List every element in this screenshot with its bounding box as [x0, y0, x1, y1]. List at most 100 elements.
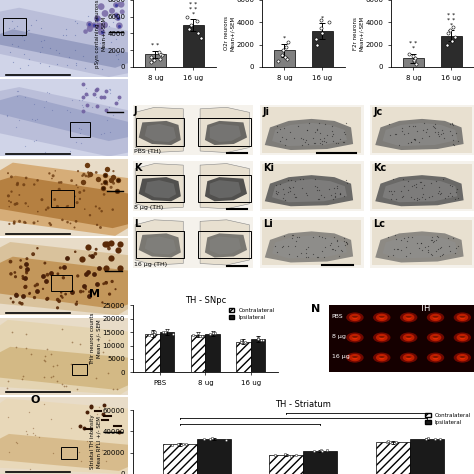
- Ellipse shape: [454, 312, 471, 322]
- Point: [84, 169, 92, 176]
- Y-axis label: F2r neurons
Mean+/-SEM: F2r neurons Mean+/-SEM: [353, 16, 364, 51]
- Point: [437, 243, 445, 251]
- Point: [241, 338, 248, 346]
- Polygon shape: [0, 29, 128, 68]
- Point: [206, 330, 214, 338]
- Point: [436, 190, 444, 198]
- Ellipse shape: [459, 316, 465, 318]
- Point: [424, 248, 432, 256]
- Point: [54, 203, 61, 210]
- Point: [449, 136, 457, 144]
- Point: [179, 440, 187, 448]
- Text: O: O: [30, 394, 40, 404]
- Point: [12, 291, 20, 298]
- Point: [453, 185, 461, 192]
- Bar: [441, 36, 462, 67]
- Point: [333, 184, 340, 191]
- Point: [4, 112, 11, 120]
- Point: [46, 45, 54, 52]
- Point: [431, 128, 439, 136]
- Text: Jc: Jc: [373, 107, 383, 117]
- Point: [7, 49, 14, 56]
- Point: [316, 135, 324, 143]
- Point: [293, 234, 301, 241]
- Point: [14, 180, 21, 187]
- Point: [284, 176, 292, 183]
- Point: [40, 103, 48, 111]
- Point: [302, 137, 310, 144]
- Point: [86, 211, 94, 219]
- Point: [329, 245, 337, 253]
- Point: [26, 290, 33, 298]
- Point: [424, 435, 431, 442]
- Point: [417, 239, 425, 247]
- Point: [85, 358, 92, 365]
- Point: [331, 192, 339, 200]
- Point: [413, 194, 421, 201]
- Point: [397, 187, 405, 195]
- Ellipse shape: [433, 336, 438, 339]
- Point: [391, 245, 398, 253]
- Point: [342, 238, 350, 246]
- Point: [73, 138, 80, 146]
- Point: [76, 195, 84, 203]
- Point: [71, 18, 78, 25]
- Point: [68, 177, 75, 184]
- Polygon shape: [372, 107, 472, 153]
- Bar: [146, 334, 160, 373]
- Point: [22, 427, 30, 434]
- Point: [283, 55, 291, 63]
- Point: [48, 106, 55, 114]
- Point: [91, 250, 99, 257]
- Point: [112, 51, 120, 58]
- Point: [290, 190, 297, 197]
- Point: [46, 170, 53, 177]
- Point: [273, 123, 281, 130]
- Point: [316, 139, 324, 146]
- Point: [428, 192, 436, 200]
- Point: [439, 175, 447, 183]
- Point: [10, 219, 18, 227]
- Text: Ki: Ki: [263, 163, 273, 173]
- Point: [40, 374, 47, 381]
- Point: [313, 254, 321, 261]
- Point: [299, 136, 307, 143]
- Point: [305, 253, 312, 261]
- Point: [434, 234, 441, 241]
- Point: [410, 56, 418, 64]
- Point: [291, 134, 298, 142]
- Point: [72, 31, 79, 39]
- Ellipse shape: [373, 332, 391, 343]
- Point: [285, 183, 292, 191]
- Point: [98, 180, 106, 188]
- Point: [67, 360, 75, 368]
- Point: [328, 245, 336, 252]
- Point: [195, 30, 202, 37]
- Point: [158, 52, 165, 59]
- Point: [432, 247, 440, 255]
- Text: 16 µg: 16 µg: [332, 354, 349, 359]
- Polygon shape: [200, 220, 249, 265]
- Point: [422, 435, 430, 443]
- Point: [4, 413, 12, 420]
- Point: [296, 175, 303, 183]
- Point: [291, 242, 298, 249]
- Point: [74, 167, 82, 175]
- Polygon shape: [0, 399, 128, 474]
- Point: [395, 141, 402, 149]
- Point: [46, 219, 54, 227]
- Point: [412, 183, 420, 191]
- Point: [450, 234, 457, 242]
- Point: [33, 115, 41, 123]
- Point: [198, 332, 206, 339]
- Point: [316, 129, 324, 137]
- Point: [392, 130, 400, 138]
- Ellipse shape: [373, 312, 391, 322]
- Point: [92, 374, 100, 382]
- Ellipse shape: [427, 312, 444, 322]
- Point: [72, 62, 80, 69]
- Point: [320, 137, 328, 145]
- Point: [421, 243, 428, 251]
- Point: [12, 291, 20, 298]
- Point: [408, 182, 416, 190]
